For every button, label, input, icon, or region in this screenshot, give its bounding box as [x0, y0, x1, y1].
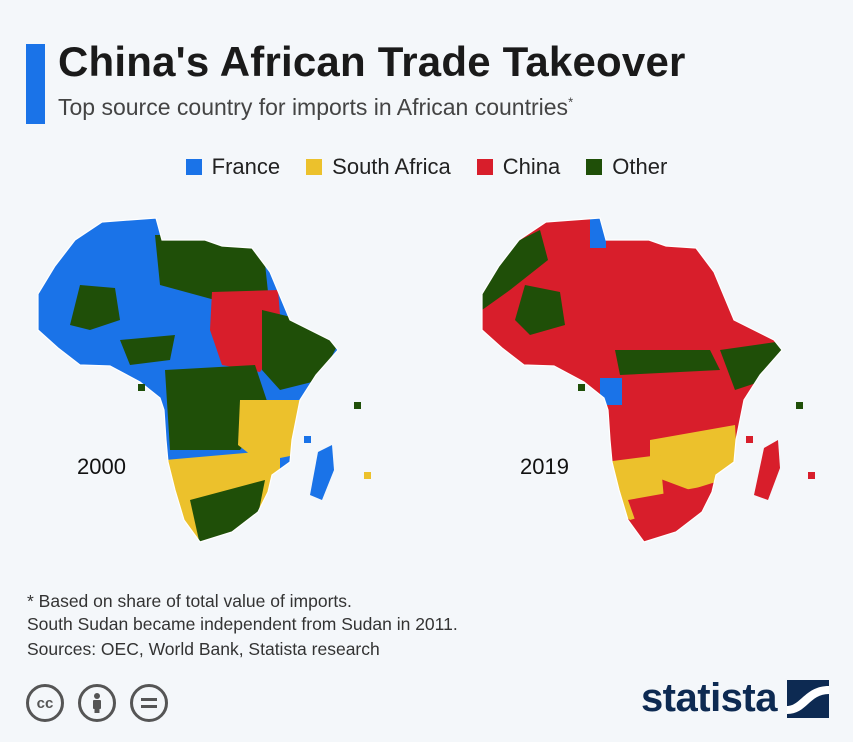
- footnote-share: * Based on share of total value of impor…: [27, 591, 352, 611]
- island-madagascar-2000: [310, 445, 334, 500]
- legend-item-other: Other: [586, 154, 667, 180]
- page-title: China's African Trade Takeover: [58, 38, 686, 85]
- legend-item-south-africa: South Africa: [306, 154, 451, 180]
- region-nigeria-other: [120, 335, 175, 365]
- legend-label-south-africa: South Africa: [332, 154, 451, 179]
- footnote-sources: Sources: OEC, World Bank, Statista resea…: [27, 639, 380, 659]
- map-2000-regions: [38, 218, 338, 542]
- region-mali-other: [70, 285, 120, 330]
- map-2000: [37, 217, 371, 543]
- island-seychelles-2000: [354, 402, 361, 409]
- region-south-africa-china: [628, 485, 712, 542]
- license-icons: cc: [26, 684, 168, 722]
- maps-container: [37, 217, 815, 543]
- island-mauritius-2019: [808, 472, 815, 479]
- nd-icon[interactable]: [130, 684, 168, 722]
- legend-swatch-china: [476, 159, 493, 175]
- region-central-belt-other: [615, 350, 720, 375]
- region-gabon-france: [600, 378, 622, 405]
- subtitle-marker: *: [568, 94, 574, 110]
- region-somalia-other: [720, 340, 782, 390]
- cc-icon[interactable]: cc: [26, 684, 64, 722]
- title-accent-bar: [26, 44, 45, 124]
- year-label-2019: 2019: [520, 454, 569, 479]
- legend-item-france: France: [185, 154, 281, 180]
- region-east-south-africa: [238, 400, 300, 462]
- map-2019: [481, 217, 815, 543]
- island-mauritius-2000: [364, 472, 371, 479]
- region-mali-other: [515, 285, 565, 335]
- page-subtitle: Top source country for imports in Africa…: [58, 94, 574, 120]
- region-horn-other: [262, 310, 338, 390]
- region-libya-egypt-other: [155, 235, 268, 300]
- statista-logo-icon: [787, 679, 829, 718]
- statista-wordmark: statista: [640, 676, 778, 720]
- legend-swatch-south-africa: [306, 159, 323, 175]
- legend-item-china: China: [476, 154, 561, 180]
- island-cape-verde-2000: [138, 384, 145, 391]
- map-2019-regions: [482, 218, 782, 542]
- legend-label-china: China: [502, 154, 561, 179]
- island-comoros-2019: [746, 436, 753, 443]
- legend: France South Africa China Other: [0, 154, 853, 180]
- statista-brand[interactable]: statista: [641, 676, 829, 721]
- island-comoros-2000: [304, 436, 311, 443]
- year-label-2000: 2000: [77, 454, 126, 479]
- legend-swatch-france: [185, 159, 202, 175]
- legend-label-france: France: [211, 154, 281, 179]
- island-cape-verde-2019: [578, 384, 585, 391]
- region-morocco-other: [482, 230, 548, 310]
- island-seychelles-2019: [796, 402, 803, 409]
- island-madagascar-2019: [754, 440, 780, 500]
- footnote-south-sudan: South Sudan became independent from Suda…: [27, 614, 458, 634]
- by-icon[interactable]: [78, 684, 116, 722]
- legend-swatch-other: [586, 159, 603, 175]
- legend-label-other: Other: [612, 154, 668, 179]
- region-zambia-south-africa: [650, 425, 738, 490]
- footnotes: * Based on share of total value of impor…: [27, 590, 458, 661]
